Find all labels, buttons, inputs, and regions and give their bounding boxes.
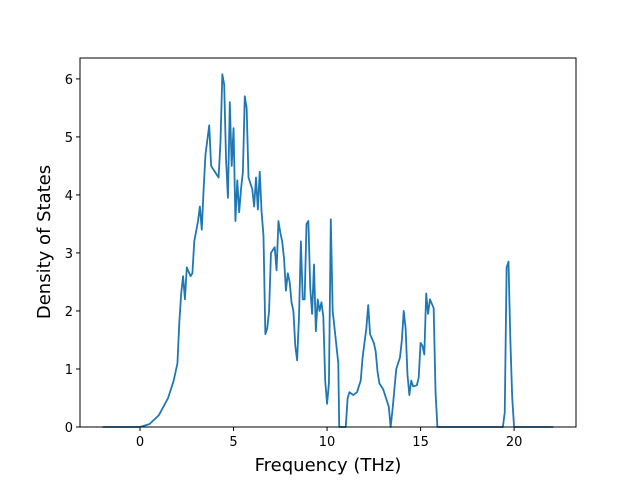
- x-axis-label: Frequency (THz): [255, 455, 402, 476]
- x-tick-label: 10: [319, 435, 336, 450]
- y-tick-label: 6: [65, 73, 73, 88]
- y-axis-label: Density of States: [34, 165, 55, 319]
- y-tick-label: 0: [65, 421, 73, 436]
- x-tick-label: 0: [136, 435, 144, 450]
- y-tick-label: 1: [65, 363, 73, 378]
- y-tick-label: 2: [65, 305, 73, 320]
- y-tick-label: 5: [65, 131, 73, 146]
- y-tick-label: 3: [65, 247, 73, 262]
- plot-frame: [79, 57, 577, 428]
- y-tick-label: 4: [65, 189, 73, 204]
- x-tick-label: 5: [229, 435, 237, 450]
- line: [102, 73, 554, 428]
- x-tick-label: 20: [506, 435, 523, 450]
- x-tick-label: 15: [412, 435, 429, 450]
